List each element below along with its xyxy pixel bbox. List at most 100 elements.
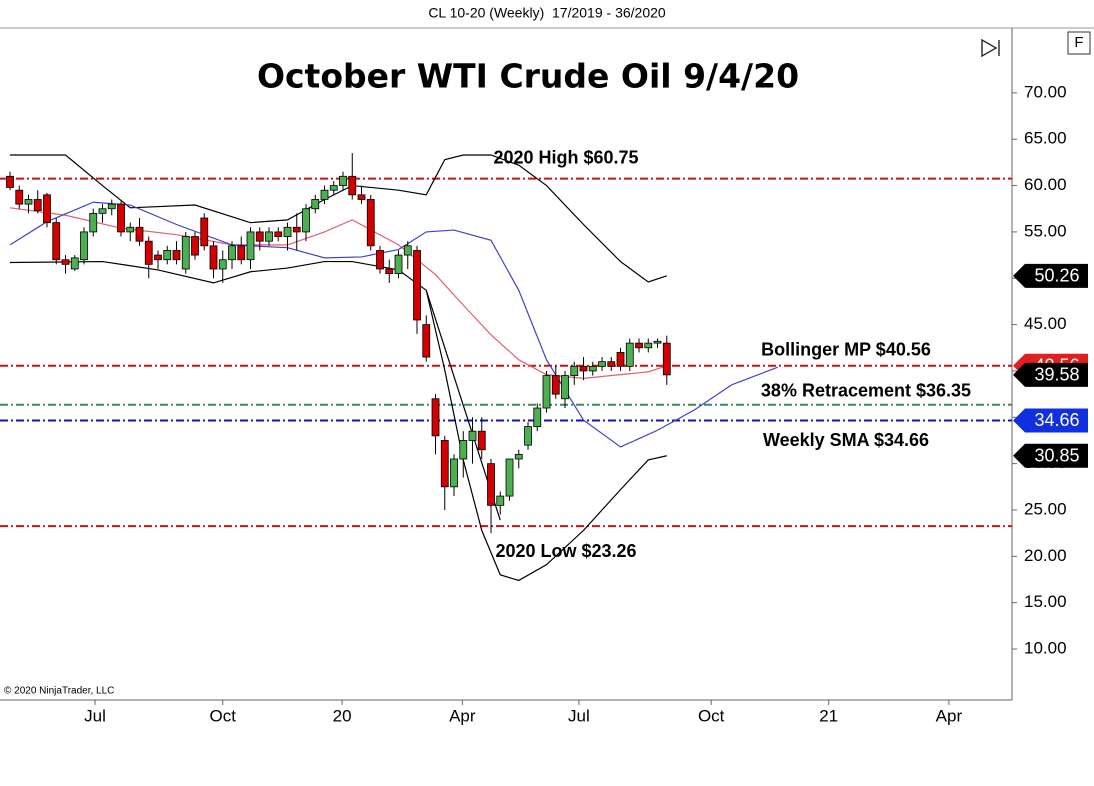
candle (413, 245, 421, 334)
candle (311, 194, 320, 214)
price-flag (1013, 408, 1088, 433)
candle (477, 417, 486, 460)
candle-body (394, 254, 403, 275)
candle-body (52, 222, 61, 261)
y-tick-label: 15.00 (1024, 592, 1067, 611)
candle (302, 204, 310, 242)
candle-body (570, 365, 579, 376)
candle (6, 171, 14, 191)
candle-body (533, 407, 542, 427)
level-label: Weekly SMA $34.66 (763, 430, 929, 450)
candle-body (246, 231, 255, 261)
f-button[interactable] (1067, 31, 1091, 55)
x-tick-label: Apr (449, 706, 476, 725)
f-button-label[interactable]: F (1074, 34, 1083, 51)
candle-body (15, 189, 24, 205)
candle-body (302, 208, 310, 233)
candle (635, 338, 643, 353)
candle (117, 201, 125, 237)
candle-body (505, 458, 514, 497)
candle-body (200, 217, 209, 247)
x-tick-label: Apr (936, 706, 963, 725)
play-icon[interactable] (981, 38, 1000, 58)
candle-body (588, 365, 597, 372)
candle (329, 180, 338, 195)
candle (246, 227, 255, 269)
candle (237, 236, 246, 265)
candle-body (477, 430, 486, 451)
candle-body (209, 245, 218, 270)
candle (598, 357, 606, 371)
candle (70, 255, 79, 271)
x-tick-label: Jul (84, 706, 106, 725)
candle (24, 194, 33, 214)
candle-body (80, 231, 88, 261)
candle (339, 171, 347, 191)
candle-body (33, 199, 42, 211)
candle-body (191, 236, 199, 256)
candle-body (644, 342, 653, 349)
candle-body (292, 226, 301, 233)
candle (283, 222, 292, 251)
candle (292, 213, 301, 251)
copyright: © 2020 NinjaTrader, LLC (4, 686, 114, 697)
candle (200, 213, 209, 251)
candle (403, 241, 412, 269)
candle (514, 449, 523, 469)
candle-body (135, 226, 144, 242)
candle-body (496, 495, 505, 506)
candle-body (635, 342, 643, 349)
candle-body (89, 212, 98, 233)
candle-body (311, 199, 320, 210)
candle (107, 199, 116, 216)
candle-body (237, 245, 246, 261)
y-tick-label: 55.00 (1024, 221, 1067, 240)
candle (588, 361, 597, 376)
y-tick-label: 10.00 (1024, 639, 1067, 658)
candle-body (43, 194, 51, 224)
candle-body (542, 375, 551, 409)
candle (274, 227, 283, 242)
candle (61, 255, 70, 274)
candle-body (228, 245, 236, 261)
y-tick-label: 45.00 (1024, 314, 1067, 333)
candle-body (172, 250, 181, 261)
candle (496, 491, 505, 515)
candle (209, 241, 218, 279)
candle-body (514, 453, 523, 460)
candle (440, 435, 449, 510)
x-tick-label: Oct (698, 706, 725, 725)
candle (348, 153, 357, 200)
candle-body (24, 199, 33, 205)
candle (218, 250, 227, 283)
candle (644, 338, 653, 353)
price-flag-label: 34.66 (1034, 410, 1079, 430)
candle-body (579, 365, 588, 372)
candle (135, 218, 144, 246)
candle-body (403, 245, 412, 256)
candle-body (265, 231, 273, 242)
level-label: 2020 High $60.75 (493, 147, 638, 167)
level-label: Bollinger MP $40.56 (761, 340, 931, 360)
candle-body (366, 199, 375, 247)
candle-body (348, 175, 357, 196)
candle-body (625, 342, 634, 367)
candle-body (422, 324, 431, 358)
price-flag-label: 39.58 (1034, 365, 1079, 385)
y-tick-label: 70.00 (1024, 82, 1067, 101)
candle-body (255, 231, 264, 242)
indicator-line (9, 260, 667, 582)
candle (265, 227, 273, 246)
candle-body (662, 342, 671, 376)
candle (468, 417, 477, 464)
level-label: 2020 Low $23.26 (495, 541, 636, 561)
candle-body (163, 250, 172, 261)
candle-body (339, 175, 347, 186)
plot-area (0, 153, 1012, 582)
candle-body (413, 250, 421, 321)
candle (607, 357, 616, 371)
y-tick-label: 65.00 (1024, 129, 1067, 148)
candle-body (459, 440, 468, 460)
candle (255, 227, 264, 251)
